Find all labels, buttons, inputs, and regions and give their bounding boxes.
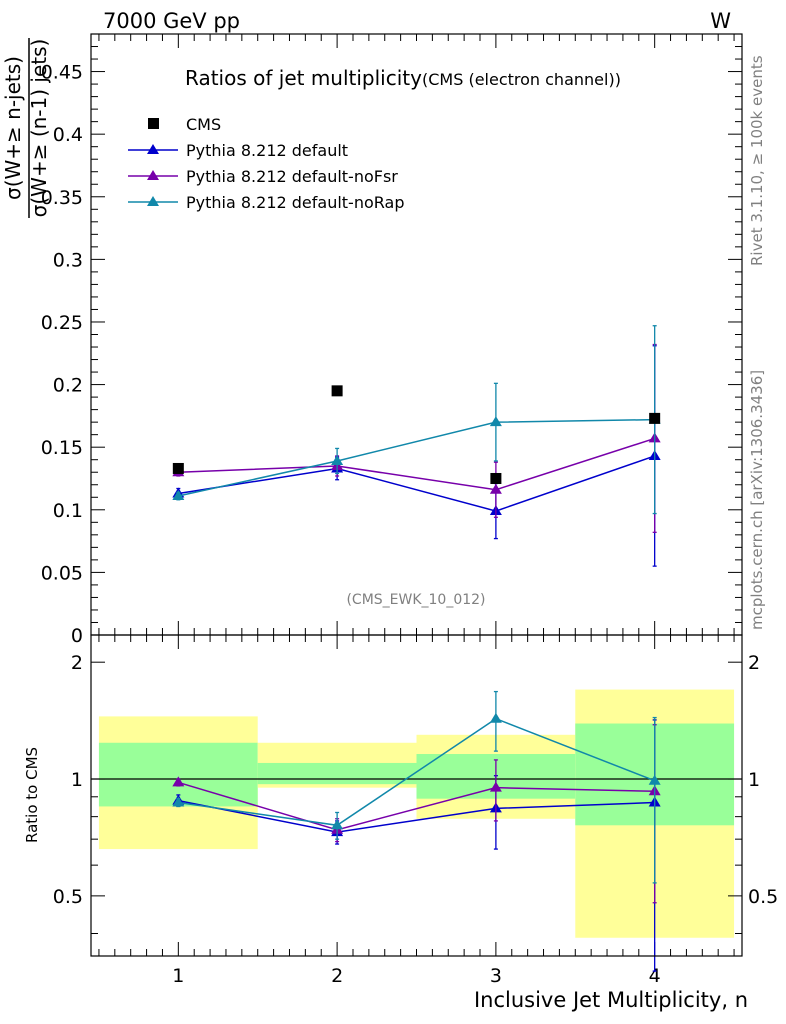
ratio-point-pythia-8-212-default-nofsr xyxy=(172,776,185,787)
ratio-plot-frame xyxy=(90,634,743,957)
legend-entry-default: Pythia 8.212 default xyxy=(128,141,348,160)
legend-label-default: Pythia 8.212 default xyxy=(186,141,348,160)
legend-marker-nofsr xyxy=(147,170,159,180)
legend-label-nofsr: Pythia 8.212 default-noFsr xyxy=(186,167,398,186)
legend-label-cms: CMS xyxy=(186,115,221,134)
x-tick-label: 4 xyxy=(649,965,661,987)
main-point-cms xyxy=(490,472,502,484)
x-tick-label: 3 xyxy=(490,965,502,987)
ratio-line-pythia-8-212-default-norap xyxy=(178,717,655,827)
ratio-band-green-2 xyxy=(257,762,417,785)
y-axis-label-denominator: σ(W+≥ (n-1) jets) xyxy=(27,39,51,218)
main-line-pythia-8-212-default xyxy=(178,455,655,512)
main-axis-ticks: 0 0.05 0.1 0.15 0.2 0.25 0.3 0.35 0.4 0.45 xyxy=(41,33,742,647)
ratio-series-layer xyxy=(172,690,661,972)
energy-label: 7000 GeV pp xyxy=(103,9,240,33)
x-axis-label: Inclusive Jet Multiplicity, n xyxy=(474,988,748,1012)
ratio-y-tick-label: 1 xyxy=(71,769,83,791)
process-label: W xyxy=(710,9,731,33)
ratio-point-pythia-8-212-default-norap xyxy=(489,712,502,723)
main-y-tick-label: 0.4 xyxy=(53,124,83,146)
legend-marker-norap xyxy=(147,196,159,206)
main-y-tick-label: 0.45 xyxy=(41,62,83,84)
main-point-pythia-8-212-default-norap xyxy=(489,416,502,427)
ratio-y-tick-label: 0.5 xyxy=(53,886,83,908)
legend-marker-default xyxy=(147,144,159,154)
main-y-tick-label: 0 xyxy=(71,625,83,647)
ratio-line-pythia-8-212-default-nofsr xyxy=(178,781,655,831)
main-point-cms xyxy=(331,385,343,397)
y-axis-label-numerator: σ(W+≥ n-jets) xyxy=(1,56,25,200)
ratio-axis-ticks: 0.5 0.5 1 1 2 2 1 2 3 4 xyxy=(53,635,778,987)
main-y-tick-label: 0.35 xyxy=(41,187,83,209)
mcplots-label: mcplots.cern.ch [arXiv:1306.3436] xyxy=(748,370,766,630)
main-line-pythia-8-212-default-norap xyxy=(178,418,655,497)
rivet-label: Rivet 3.1.10, ≥ 100k events xyxy=(748,55,766,266)
ratio-line-pythia-8-212-default xyxy=(178,799,655,833)
x-tick-label: 1 xyxy=(172,965,184,987)
ratio-y-tick-label: 2 xyxy=(71,652,83,674)
main-y-tick-label: 0.15 xyxy=(41,437,83,459)
ratio-y-tick-label-right: 0.5 xyxy=(748,886,778,908)
legend: CMS Pythia 8.212 default Pythia 8.212 de… xyxy=(128,115,404,212)
ratio-y-axis-label: Ratio to CMS xyxy=(23,747,41,843)
main-point-pythia-8-212-default-nofsr xyxy=(489,483,502,494)
main-point-pythia-8-212-default-norap xyxy=(172,490,185,501)
x-tick-label: 2 xyxy=(331,965,343,987)
ratio-point-pythia-8-212-default-norap xyxy=(172,796,185,807)
ratio-y-tick-label-right: 2 xyxy=(748,652,760,674)
legend-entry-cms: CMS xyxy=(148,115,221,134)
main-series-layer xyxy=(172,325,661,567)
ratio-point-pythia-8-212-default-norap xyxy=(331,819,344,830)
chart-title-sub: (CMS (electron channel)) xyxy=(422,70,621,89)
main-line-pythia-8-212-default-nofsr xyxy=(178,437,655,491)
analysis-tag: (CMS_EWK_10_012) xyxy=(346,592,485,608)
legend-entry-nofsr: Pythia 8.212 default-noFsr xyxy=(128,167,398,186)
main-y-tick-label: 0.25 xyxy=(41,312,83,334)
main-y-tick-label: 0.05 xyxy=(41,562,83,584)
ratio-point-pythia-8-212-default-nofsr xyxy=(489,781,502,792)
ratio-point-pythia-8-212-default-norap xyxy=(648,774,661,785)
legend-label-norap: Pythia 8.212 default-noRap xyxy=(186,193,404,212)
ratio-y-tick-label-right: 1 xyxy=(748,769,760,791)
legend-entry-norap: Pythia 8.212 default-noRap xyxy=(128,193,404,212)
main-y-tick-label: 0.3 xyxy=(53,249,83,271)
main-y-tick-label: 0.2 xyxy=(53,375,83,397)
main-y-tick-label: 0.1 xyxy=(53,500,83,522)
main-point-pythia-8-212-default-norap xyxy=(331,454,344,465)
ratio-uncertainty-bands xyxy=(91,689,742,938)
main-point-cms xyxy=(649,412,661,424)
chart-title: Ratios of jet multiplicity(CMS (electron… xyxy=(185,66,621,90)
chart-title-main: Ratios of jet multiplicity xyxy=(185,66,422,90)
legend-marker-cms xyxy=(148,118,159,129)
main-point-cms xyxy=(172,462,184,474)
